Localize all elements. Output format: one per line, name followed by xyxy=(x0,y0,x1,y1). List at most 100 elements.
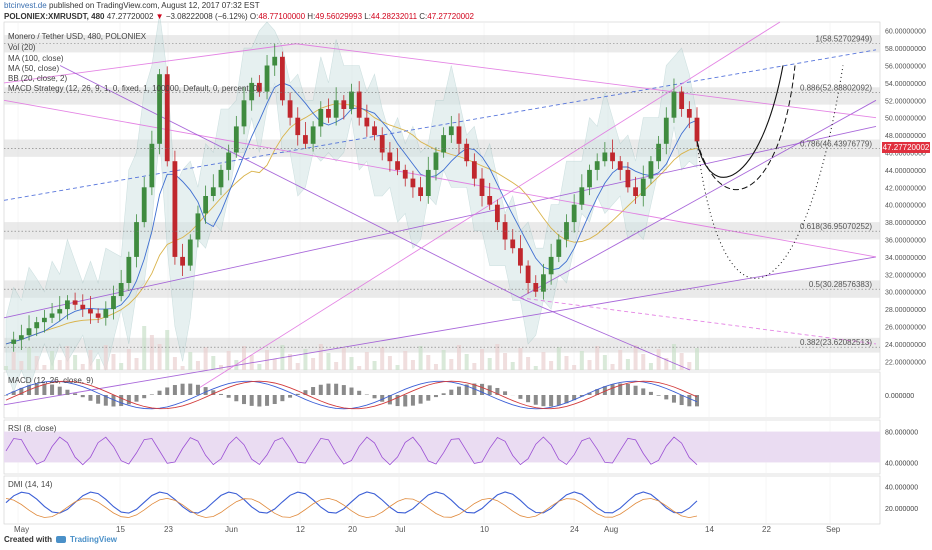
volume-bar xyxy=(180,366,185,370)
trendline-channel-upper xyxy=(3,125,877,319)
candle-body xyxy=(418,187,423,196)
volume-bar xyxy=(503,353,508,370)
rsi-title: RSI (8, close) xyxy=(8,424,57,433)
indicator-label[interactable]: Monero / Tether USD, 480, POLONIEX xyxy=(8,32,147,41)
y-tick-label: 34.00000000 xyxy=(885,255,926,262)
candle-body xyxy=(141,187,147,223)
volume-bar xyxy=(203,347,208,370)
signal-line xyxy=(5,380,698,410)
volume-bar xyxy=(318,344,323,370)
trendline-dashed-pink xyxy=(519,297,877,345)
candle-body xyxy=(57,309,63,314)
volume-bar xyxy=(119,363,124,370)
macd-histogram-bar xyxy=(480,383,485,395)
volume-bar xyxy=(418,346,423,370)
candle-body xyxy=(72,300,78,305)
trendlines xyxy=(3,21,877,406)
indicator-label[interactable]: MA (50, close) xyxy=(8,64,60,73)
macd-histogram-bar xyxy=(242,395,247,405)
candle-body xyxy=(326,109,331,118)
volume-bar xyxy=(349,357,354,370)
volume-bar xyxy=(295,363,300,370)
candle-body xyxy=(510,239,516,249)
macd-histogram-bar xyxy=(403,395,408,407)
candle-body xyxy=(456,126,462,144)
candle-body xyxy=(157,74,162,144)
macd-histogram-bar xyxy=(556,395,561,406)
macd-histogram-bar xyxy=(579,395,584,397)
projection-dotted xyxy=(696,65,844,279)
macd-histogram-bar xyxy=(111,395,116,407)
volume-bar xyxy=(103,345,108,370)
candle-body xyxy=(272,56,278,66)
macd-histogram-bar xyxy=(541,395,546,407)
macd-histogram-bar xyxy=(42,383,47,395)
volume-bar xyxy=(126,349,131,370)
site-link[interactable]: btcinvest.de xyxy=(4,1,47,10)
macd-histogram-bar xyxy=(180,383,185,395)
volume-bar xyxy=(334,362,339,370)
x-tick-label: 24 xyxy=(570,525,579,534)
macd-histogram-bar xyxy=(372,395,377,399)
macd-histogram-bar xyxy=(103,395,108,406)
indicator-label[interactable]: BB (20, close, 2) xyxy=(8,74,68,83)
volume-bar xyxy=(410,360,415,370)
trendline-pink-descending xyxy=(3,99,877,258)
macd-histogram-bar xyxy=(648,391,653,395)
macd-histogram-bar xyxy=(11,391,16,395)
volume-bar xyxy=(27,347,32,370)
volume-bar xyxy=(134,358,139,370)
macd-histogram-bar xyxy=(288,395,293,398)
candle-body xyxy=(233,126,239,153)
y-tick-label: 28.00000000 xyxy=(885,307,926,314)
candle-body xyxy=(410,178,416,188)
symbol-line: POLONIEX:XMRUSDT, 480 47.27720002 ▼ −3.0… xyxy=(4,12,474,21)
macd-histogram-bar xyxy=(495,387,500,395)
candle-body xyxy=(656,143,662,162)
volume-bar xyxy=(11,352,16,370)
candle-body xyxy=(372,126,377,136)
volume-bar xyxy=(526,357,531,370)
macd-histogram-bar xyxy=(88,395,93,401)
candle-body xyxy=(548,256,554,275)
fib-label: 0.382(23.62082513) xyxy=(800,338,872,347)
trendline-dashed-blue xyxy=(3,49,877,201)
indicator-label[interactable]: MACD Strategy (12, 26, 9, 1, 0, fixed, 1… xyxy=(8,84,261,93)
rsi-y-tick: 80.000000 xyxy=(885,430,918,437)
candle-body xyxy=(226,152,232,170)
indicator-label[interactable]: MA (100, close) xyxy=(8,54,64,63)
dmi-y-tick: 40.000000 xyxy=(885,485,918,492)
macd-histogram-bar xyxy=(172,385,177,395)
volume-bar xyxy=(633,345,638,370)
candle-body xyxy=(694,117,700,142)
macd-histogram-bar xyxy=(211,390,216,395)
volume-bar xyxy=(157,344,162,370)
volume-bar xyxy=(288,354,293,370)
candle-body xyxy=(479,178,485,196)
macd-histogram-bar xyxy=(449,389,454,395)
macd-histogram-bar xyxy=(695,395,699,407)
volume-bar xyxy=(50,351,55,370)
macd-histogram-bar xyxy=(303,390,308,395)
projection-dashed xyxy=(696,65,796,190)
y-tick-label: 46.00000000 xyxy=(885,151,926,158)
x-tick-label: 15 xyxy=(116,525,125,534)
candle-body xyxy=(564,222,569,240)
volume-bar xyxy=(625,359,630,370)
volume-bar xyxy=(57,360,62,370)
x-tick-label: 20 xyxy=(348,525,357,534)
macd-histogram-bar xyxy=(119,395,124,407)
volume-bar xyxy=(218,365,223,370)
candle-body xyxy=(318,109,324,127)
fib-label: 0.5(30.28576383) xyxy=(809,280,873,289)
candle-body xyxy=(487,196,493,205)
volume-bar xyxy=(303,349,308,370)
change-down-icon: ▼ xyxy=(155,12,164,21)
macd-histogram-bar xyxy=(349,387,354,395)
macd-histogram-bar xyxy=(311,387,316,395)
candle-body xyxy=(525,265,531,283)
candle-body xyxy=(264,65,270,92)
indicator-label[interactable]: Vol (20) xyxy=(8,43,36,52)
macd-y-tick: 0.000000 xyxy=(885,393,914,400)
